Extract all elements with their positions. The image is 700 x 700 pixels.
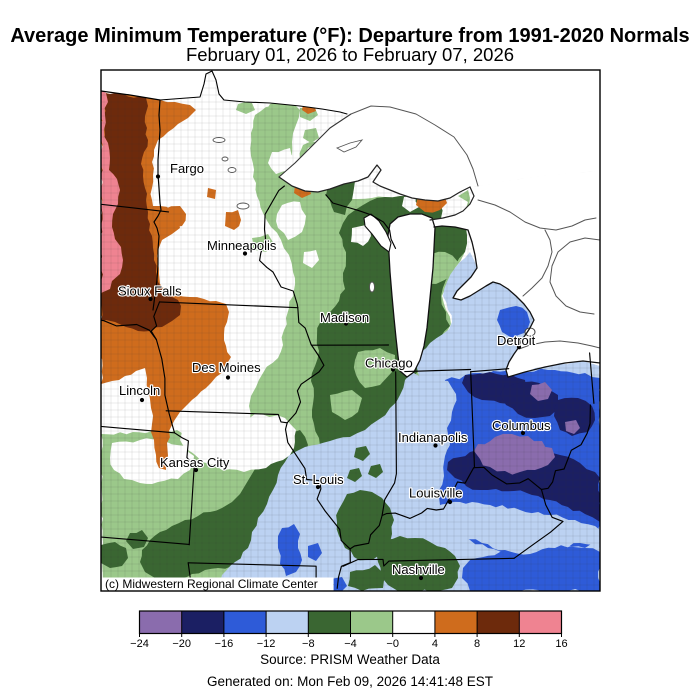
svg-text:Nashville: Nashville [392, 562, 445, 577]
svg-text:8: 8 [474, 638, 480, 650]
svg-text:Sioux Falls: Sioux Falls [118, 284, 182, 299]
svg-text:Indianapolis: Indianapolis [398, 430, 468, 445]
svg-text:Louisville: Louisville [409, 486, 462, 501]
svg-text:Lincoln: Lincoln [119, 383, 160, 398]
svg-text:St. Louis: St. Louis [293, 472, 344, 487]
svg-text:−20: −20 [172, 638, 191, 650]
svg-text:Average Minimum Temperature (°: Average Minimum Temperature (°F): Depart… [10, 25, 689, 47]
svg-text:Madison: Madison [320, 310, 369, 325]
svg-text:−4: −4 [344, 638, 357, 650]
svg-text:Detroit: Detroit [497, 333, 536, 348]
svg-text:February 01, 2026 to February: February 01, 2026 to February 07, 2026 [186, 44, 514, 65]
svg-text:16: 16 [555, 638, 567, 650]
svg-text:Fargo: Fargo [170, 161, 204, 176]
svg-text:12: 12 [513, 638, 525, 650]
svg-text:Source: PRISM Weather Data: Source: PRISM Weather Data [260, 652, 440, 667]
svg-text:4: 4 [432, 638, 438, 650]
svg-text:Chicago: Chicago [365, 356, 413, 371]
svg-text:Minneapolis: Minneapolis [207, 238, 277, 253]
svg-text:(c) Midwestern Regional Climat: (c) Midwestern Regional Climate Center [105, 577, 318, 591]
svg-text:Des Moines: Des Moines [192, 360, 261, 375]
svg-text:−8: −8 [302, 638, 315, 650]
svg-text:Columbus: Columbus [492, 418, 551, 433]
svg-text:−0: −0 [386, 638, 399, 650]
svg-text:Generated on: Mon Feb 09, 2026: Generated on: Mon Feb 09, 2026 14:41:48 … [207, 674, 493, 689]
svg-text:−24: −24 [130, 638, 149, 650]
svg-text:−16: −16 [215, 638, 234, 650]
svg-text:−12: −12 [257, 638, 276, 650]
svg-text:Kansas City: Kansas City [160, 455, 230, 470]
